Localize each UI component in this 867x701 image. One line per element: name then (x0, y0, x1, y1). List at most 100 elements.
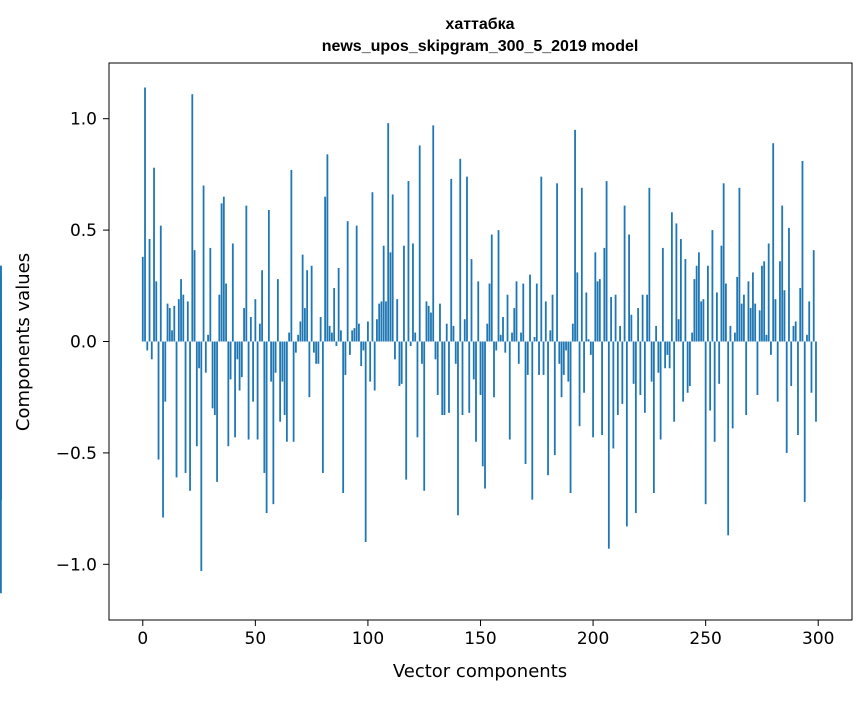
bar (301, 254, 304, 342)
bar (367, 321, 369, 342)
bar (351, 330, 354, 342)
x-tick-label: 150 (464, 629, 496, 649)
y-tick-label: −1.0 (56, 555, 97, 575)
bar (193, 250, 196, 342)
bar (189, 341, 191, 491)
bar (252, 341, 254, 402)
bar (310, 265, 313, 342)
plot-frame (108, 62, 853, 621)
bar (679, 239, 682, 342)
bar (779, 261, 781, 342)
bar (605, 181, 608, 342)
bar (610, 296, 612, 342)
bar (533, 337, 536, 342)
bar (637, 308, 640, 342)
bar (225, 283, 227, 342)
bar (785, 341, 788, 453)
bar (272, 341, 275, 505)
bar (317, 341, 320, 364)
x-axis-ticks: 0 50 100 150 200 250 300 (137, 620, 834, 649)
bar (731, 341, 734, 429)
bar (443, 341, 446, 416)
bar (373, 341, 376, 391)
bar (355, 225, 358, 342)
bar (380, 301, 383, 342)
bar (389, 252, 392, 342)
bar (765, 334, 768, 342)
bar (353, 328, 356, 342)
bar (344, 341, 347, 375)
bar (292, 341, 295, 442)
bar (182, 294, 185, 342)
bar (407, 181, 410, 342)
bar (538, 341, 540, 375)
bar (801, 161, 804, 342)
bar (524, 341, 527, 465)
bar (607, 341, 610, 549)
bar (164, 341, 167, 402)
bar (511, 332, 513, 342)
bar (445, 323, 448, 342)
bar (488, 283, 491, 342)
x-tick-label: 200 (577, 629, 609, 649)
bar (806, 334, 808, 342)
bar (562, 341, 565, 375)
bar (285, 341, 288, 442)
bar (745, 341, 748, 416)
bar (398, 341, 401, 387)
bar (254, 299, 257, 342)
bar (364, 341, 367, 543)
y-tick-label: 0.0 (70, 333, 97, 353)
bar (558, 341, 561, 364)
bar (155, 281, 158, 342)
bar (603, 247, 606, 342)
bar (168, 308, 171, 342)
bar (677, 319, 680, 342)
bar (659, 341, 662, 440)
bar (448, 341, 450, 413)
bar (691, 332, 694, 342)
bar (517, 341, 520, 364)
bar (799, 288, 802, 342)
bar (159, 225, 162, 342)
bar (556, 183, 558, 342)
bar (761, 265, 763, 342)
bar (553, 341, 556, 456)
bar (567, 341, 570, 382)
bar (153, 167, 155, 342)
bar (583, 341, 585, 393)
bar (513, 308, 516, 342)
bar (423, 341, 426, 491)
bar (673, 341, 676, 422)
bar (727, 341, 730, 536)
bar (623, 205, 626, 342)
bar (414, 332, 417, 342)
bar (479, 341, 482, 395)
y-tick-label: −0.5 (56, 444, 97, 464)
bar (666, 341, 669, 355)
bar (695, 265, 698, 342)
bar (688, 341, 691, 387)
bar (198, 341, 200, 369)
bar (220, 203, 223, 342)
bar (520, 332, 522, 342)
bar (468, 341, 471, 413)
bar (470, 259, 473, 342)
bar (0, 341, 2, 500)
bar (427, 305, 430, 342)
y-tick-label: 1.0 (70, 110, 97, 130)
bar (236, 341, 239, 360)
bar (263, 341, 266, 473)
y-axis-label: Components values (13, 253, 34, 431)
bar (792, 325, 795, 342)
bar (191, 94, 194, 342)
bar (502, 316, 504, 342)
bar (261, 270, 263, 342)
y-axis-ticks: −1.0 −0.5 0.0 0.5 1.0 (56, 110, 109, 575)
bar (535, 283, 538, 342)
bar (180, 279, 182, 342)
x-tick-label: 50 (245, 629, 267, 649)
bar (628, 234, 630, 342)
